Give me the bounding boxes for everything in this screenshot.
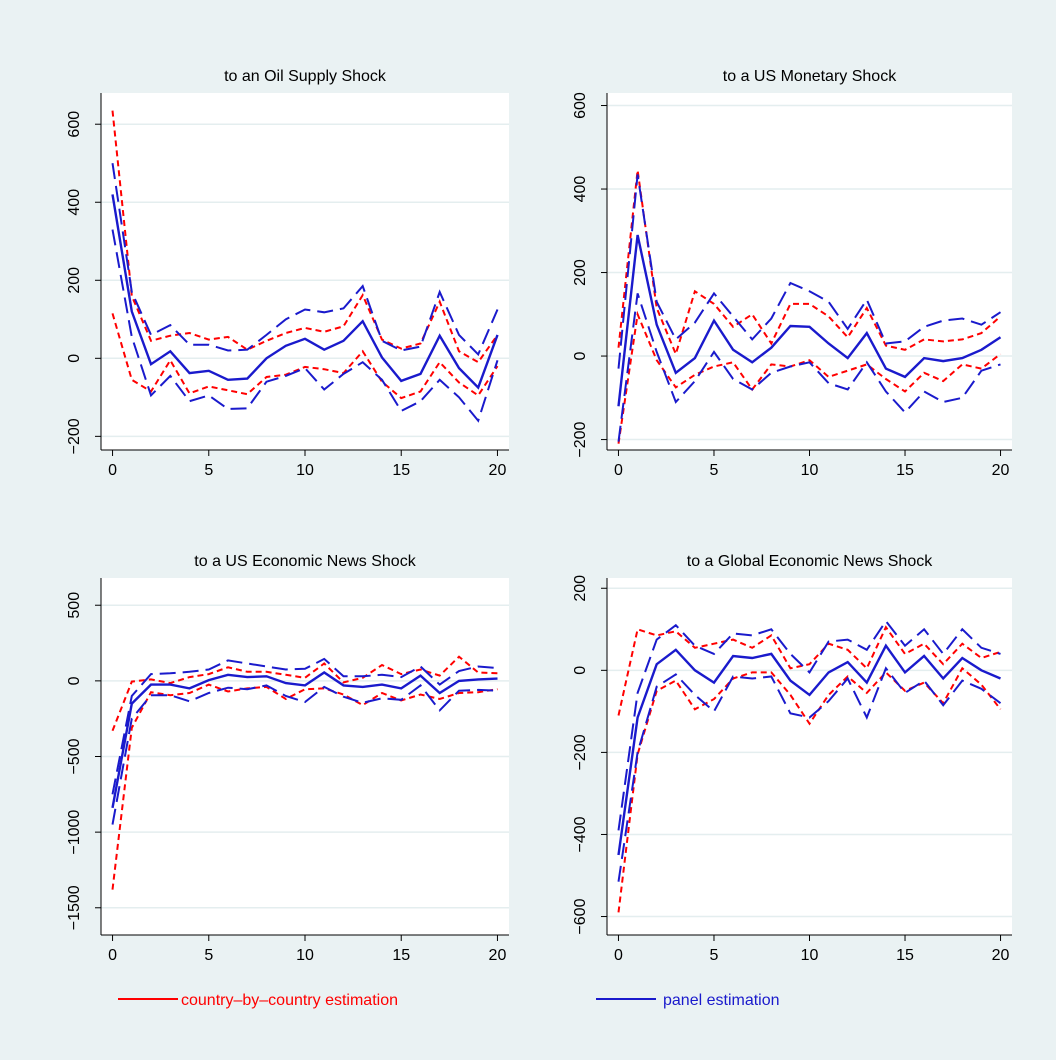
x-tick-label: 15 — [896, 462, 914, 479]
x-tick-label: 20 — [992, 462, 1010, 479]
x-tick-label: 20 — [489, 462, 507, 479]
y-tick-label: 0 — [572, 666, 589, 675]
y-tick-label: 0 — [572, 352, 589, 361]
panel-title: to an Oil Supply Shock — [224, 68, 387, 85]
panel-4: to a Global Economic News Shock −600 −400 −… — [572, 553, 1012, 964]
legend-panel-label: panel estimation — [663, 992, 780, 1009]
panel-upper-line — [617, 174, 1002, 369]
x-tick-label: 5 — [710, 462, 719, 479]
y-tick-label: −500 — [66, 738, 83, 774]
x-tick-label: 10 — [801, 947, 819, 964]
plot-area — [607, 578, 1012, 935]
panel-title: to a US Monetary Shock — [723, 68, 897, 85]
y-tick-label: 0 — [66, 676, 83, 685]
y-tick-label: 500 — [66, 592, 83, 619]
x-tick-label: 15 — [392, 462, 410, 479]
x-tick-label: 0 — [108, 947, 117, 964]
y-tick-label: −200 — [66, 418, 83, 454]
x-tick-label: 10 — [296, 462, 314, 479]
plot-area — [607, 93, 1012, 450]
panel-title: to a Global Economic News Shock — [687, 553, 933, 570]
panel-lower-line — [111, 229, 499, 423]
y-tick-label: 400 — [66, 189, 83, 216]
x-tick-label: 0 — [614, 462, 623, 479]
x-tick-label: 5 — [204, 462, 213, 479]
y-tick-label: −1000 — [66, 810, 83, 855]
country-lower-line — [617, 666, 1002, 913]
y-tick-label: 200 — [572, 259, 589, 286]
y-tick-label: −400 — [572, 816, 589, 852]
country-lower-line — [617, 310, 1002, 444]
y-tick-label: −200 — [572, 421, 589, 457]
country-lower-line — [111, 313, 499, 400]
y-tick-label: 0 — [66, 354, 83, 363]
panel-upper-line — [617, 619, 1001, 831]
panel-estimate-line — [111, 671, 498, 809]
y-tick-label: 600 — [572, 92, 589, 119]
panel-2: to a US Monetary Shock −200 0 200 400 600 0 5 10… — [572, 68, 1012, 479]
panel-estimate-line — [111, 194, 499, 390]
panel-3: to a US Economic News Shock −1500 −1000 −50… — [66, 553, 509, 964]
x-tick-label: 10 — [296, 947, 314, 964]
country-upper-line — [617, 625, 1001, 716]
y-tick-label: 400 — [572, 176, 589, 203]
y-tick-label: 200 — [572, 575, 589, 602]
y-tick-label: 200 — [66, 267, 83, 294]
panel-upper-line — [111, 657, 498, 795]
country-upper-line — [111, 110, 499, 364]
legend-country-label: country–by–country estimation — [181, 992, 398, 1009]
panel-title: to a US Economic News Shock — [194, 553, 416, 570]
x-tick-label: 0 — [614, 947, 623, 964]
x-tick-label: 0 — [108, 462, 117, 479]
panel-estimate-line — [617, 234, 1002, 407]
y-tick-label: 600 — [66, 111, 83, 138]
x-tick-label: 10 — [801, 462, 819, 479]
country-lower-line — [111, 683, 498, 890]
y-tick-label: −600 — [572, 898, 589, 934]
x-tick-label: 15 — [896, 947, 914, 964]
x-tick-label: 5 — [710, 947, 719, 964]
panel-upper-line — [111, 163, 499, 357]
y-tick-label: −200 — [572, 734, 589, 770]
legend: country–by–country estimation panel esti… — [118, 992, 780, 1009]
plot-area — [101, 93, 509, 450]
y-tick-label: −1500 — [66, 885, 83, 930]
panel-estimate-line — [617, 643, 1001, 856]
panel-lower-line — [111, 684, 498, 825]
panel-lower-line — [617, 666, 1002, 882]
panel-1: to an Oil Supply Shock −200 0 200 400 600 0 5 10… — [66, 68, 509, 479]
x-tick-label: 15 — [392, 947, 410, 964]
panel-lower-line — [617, 293, 1001, 442]
x-tick-label: 20 — [489, 947, 507, 964]
x-tick-label: 20 — [992, 947, 1010, 964]
x-tick-label: 5 — [204, 947, 213, 964]
